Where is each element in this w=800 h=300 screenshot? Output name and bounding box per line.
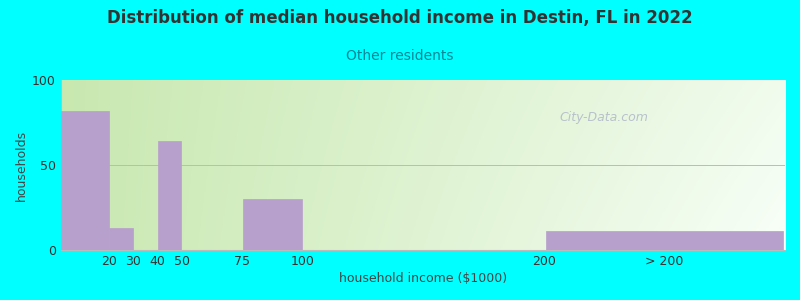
Bar [242, 199, 302, 250]
Text: Distribution of median household income in Destin, FL in 2022: Distribution of median household income … [107, 9, 693, 27]
Bar [546, 231, 782, 250]
Bar [62, 111, 109, 250]
Y-axis label: households: households [15, 129, 28, 200]
Text: City-Data.com: City-Data.com [559, 111, 649, 124]
Text: Other residents: Other residents [346, 50, 454, 64]
Bar [158, 141, 182, 250]
Bar [110, 228, 133, 250]
X-axis label: household income ($1000): household income ($1000) [339, 272, 507, 285]
